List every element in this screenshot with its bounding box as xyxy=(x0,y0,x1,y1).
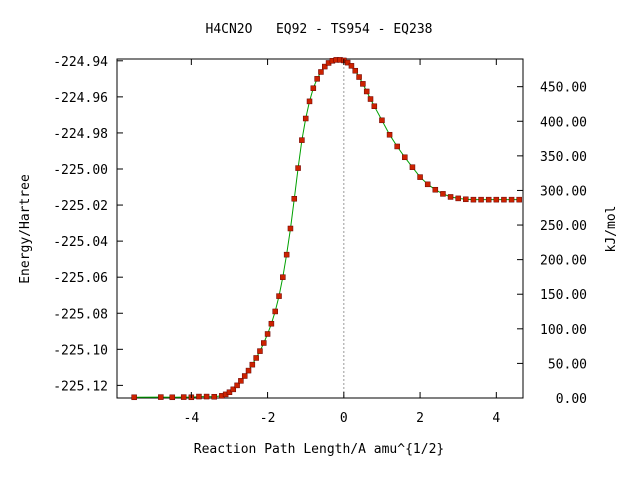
y-left-tick-label: -225.10 xyxy=(53,343,108,358)
data-point xyxy=(379,117,385,124)
data-point xyxy=(501,196,507,203)
data-point xyxy=(463,196,469,203)
y-left-tick-label: -224.96 xyxy=(53,91,108,106)
data-point xyxy=(295,165,301,171)
y-left-tick-label: -224.94 xyxy=(53,55,108,70)
data-point xyxy=(402,154,408,161)
x-tick-label: -2 xyxy=(260,411,276,426)
x-tick-label: 4 xyxy=(492,411,500,426)
data-point xyxy=(432,186,439,193)
y-left-tick-label: -225.02 xyxy=(53,199,108,214)
x-tick-label: -4 xyxy=(184,411,200,426)
y-right-tick-label: 400.00 xyxy=(540,115,587,130)
data-point xyxy=(169,394,176,401)
y-left-tick-label: -225.08 xyxy=(53,307,108,322)
data-point xyxy=(314,76,320,82)
data-point xyxy=(508,196,515,203)
data-point xyxy=(245,367,252,374)
y-axis-label-left: Energy/Hartree xyxy=(18,174,33,284)
data-point xyxy=(196,393,202,400)
data-point xyxy=(280,274,286,280)
y-axis-label-right: kJ/mol xyxy=(604,206,619,253)
y-right-tick-label: 200.00 xyxy=(540,254,587,269)
data-point xyxy=(306,98,313,105)
data-point xyxy=(363,88,370,95)
data-point xyxy=(203,393,210,400)
data-point xyxy=(268,320,275,327)
data-point xyxy=(310,85,317,91)
data-point xyxy=(272,308,278,315)
data-point xyxy=(322,63,328,70)
y-right-tick-label: 300.00 xyxy=(540,184,587,199)
data-point xyxy=(447,194,454,200)
y-left-tick-label: -225.00 xyxy=(53,163,108,178)
data-point xyxy=(360,81,366,87)
y-right-tick-label: 0.00 xyxy=(556,392,587,407)
data-point xyxy=(253,355,259,361)
data-point xyxy=(180,394,187,400)
data-point xyxy=(302,115,309,122)
y-right-tick-label: 150.00 xyxy=(540,288,587,303)
data-point xyxy=(238,378,244,384)
data-point xyxy=(299,137,305,143)
data-point xyxy=(230,386,237,393)
data-point xyxy=(344,59,351,66)
data-point xyxy=(264,331,271,337)
data-point xyxy=(356,74,362,80)
data-point xyxy=(211,393,217,400)
data-point xyxy=(352,67,359,74)
data-point xyxy=(226,389,233,395)
data-point xyxy=(158,394,164,400)
data-point xyxy=(470,196,477,203)
y-right-tick-label: 50.00 xyxy=(548,357,587,372)
data-point xyxy=(367,96,374,102)
y-right-tick-label: 350.00 xyxy=(540,150,587,165)
y-left-tick-label: -224.98 xyxy=(53,127,108,142)
data-point xyxy=(440,191,446,197)
x-tick-label: 0 xyxy=(340,411,348,426)
series-line xyxy=(134,59,520,398)
x-tick-label: 2 xyxy=(416,411,424,426)
data-point xyxy=(276,293,282,299)
data-point xyxy=(417,174,423,180)
y-left-tick-label: -225.12 xyxy=(53,379,108,394)
plot-frame xyxy=(116,58,524,399)
data-point xyxy=(131,394,137,401)
data-point xyxy=(257,348,263,354)
data-point xyxy=(291,195,298,202)
data-point xyxy=(234,382,240,389)
chart-title: H4CN2O EQ92 - TS954 - EQ238 xyxy=(206,22,433,37)
data-point xyxy=(241,373,248,379)
data-point xyxy=(348,63,355,69)
y-right-tick-label: 250.00 xyxy=(540,219,587,234)
data-point xyxy=(249,361,256,368)
data-point xyxy=(424,181,431,188)
x-axis-label: Reaction Path Length/A amu^{1/2} xyxy=(194,442,444,457)
y-left-tick-label: -225.04 xyxy=(53,235,108,250)
data-point xyxy=(493,196,500,203)
data-point xyxy=(287,225,294,232)
data-point xyxy=(371,103,378,109)
data-point xyxy=(386,131,393,138)
data-point xyxy=(485,196,492,203)
data-point xyxy=(455,195,461,202)
data-point xyxy=(283,251,290,258)
data-point xyxy=(318,69,324,75)
y-right-tick-label: 450.00 xyxy=(540,81,587,96)
data-point xyxy=(478,196,484,203)
y-right-tick-label: 100.00 xyxy=(540,323,587,338)
data-point xyxy=(409,164,416,170)
data-point xyxy=(261,340,267,346)
y-left-tick-label: -225.06 xyxy=(53,271,108,286)
data-point xyxy=(516,196,522,203)
data-point xyxy=(394,143,400,150)
